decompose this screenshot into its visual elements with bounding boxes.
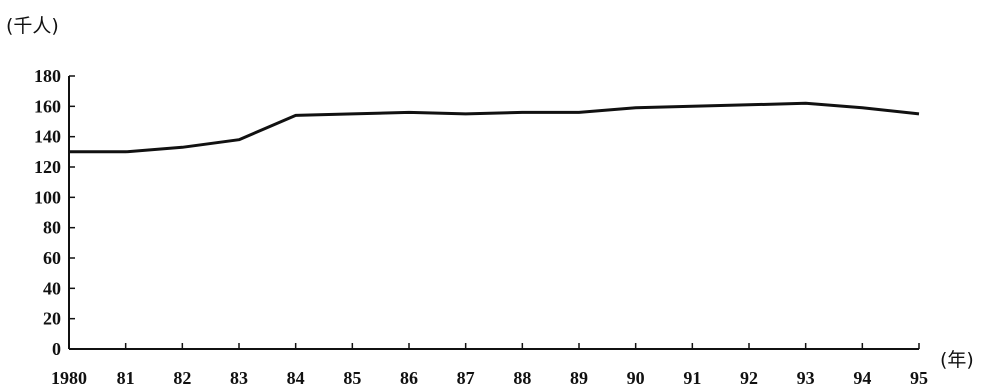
x-tick-label: 85 [343,368,361,388]
y-tick-label: 80 [43,218,61,238]
series-group [68,101,920,154]
y-tick-label: 0 [52,339,61,359]
x-tick-label: 94 [853,368,871,388]
x-axis-unit-label: (年) [940,349,974,371]
x-tick-label: 92 [740,368,758,388]
y-tick-label: 120 [34,157,61,177]
x-tick-label: 1980 [51,368,87,388]
series-line [69,101,920,154]
y-tick-label: 40 [43,278,61,298]
y-axis-ticks: 0 20 40 60 80 100 120 140 160 180 [34,66,75,359]
y-tick-label: 20 [43,309,61,329]
x-tick-label: 93 [797,368,815,388]
x-axis-ticks: 1980 81 82 83 84 85 86 87 88 89 90 91 92 93 94 95 [51,343,928,388]
y-tick-label: 180 [34,66,61,86]
x-tick-label: 86 [400,368,418,388]
x-tick-label: 87 [457,368,475,388]
y-tick-label: 60 [43,248,61,268]
axes [68,76,919,350]
x-tick-label: 84 [287,368,305,388]
x-tick-label: 88 [513,368,531,388]
y-axis-unit-label: (千人) [6,15,59,37]
x-tick-label: 89 [570,368,588,388]
y-tick-label: 140 [34,127,61,147]
y-tick-label: 160 [34,96,61,116]
y-tick-label: 100 [34,187,61,207]
x-tick-label: 83 [230,368,248,388]
x-tick-label: 82 [173,368,191,388]
x-tick-label: 95 [910,368,928,388]
x-tick-label: 91 [683,368,701,388]
x-tick-label: 90 [627,368,645,388]
x-tick-label: 81 [117,368,135,388]
